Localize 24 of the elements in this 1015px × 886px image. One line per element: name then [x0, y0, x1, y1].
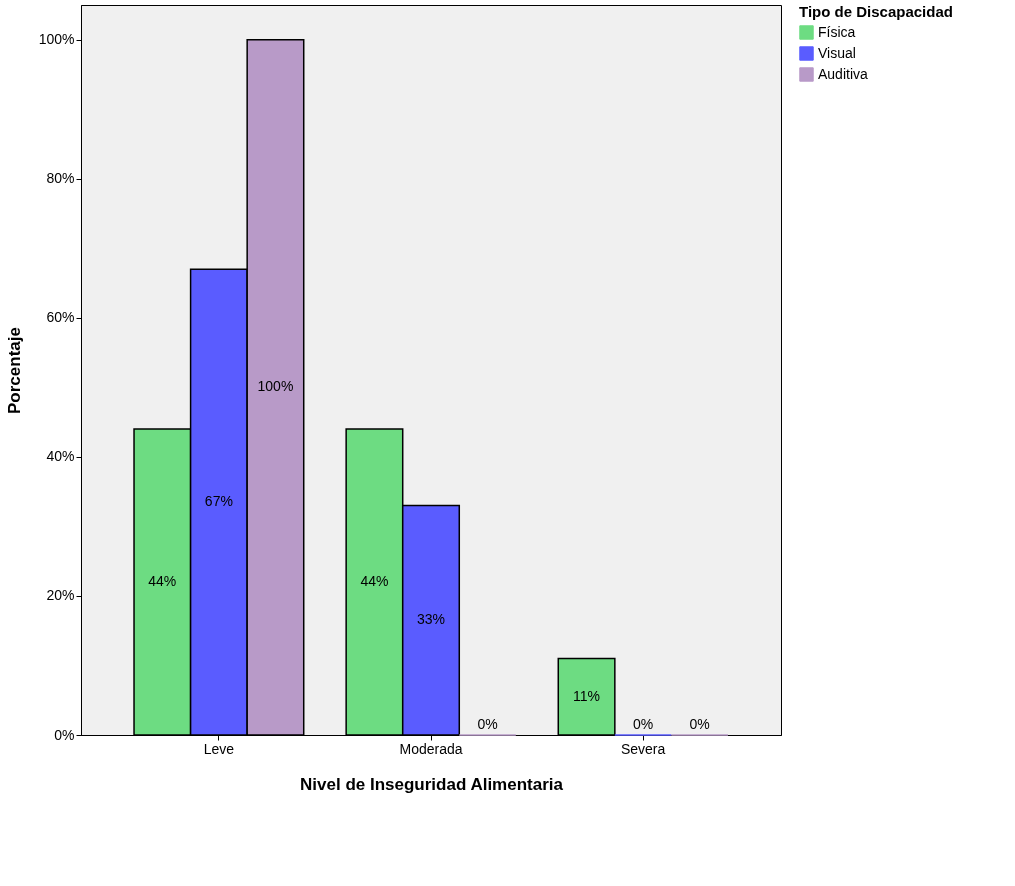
legend-label: Auditiva — [818, 65, 869, 82]
y-axis-title: Porcentaje — [4, 327, 24, 414]
x-tick-label: Leve — [203, 740, 235, 757]
data-label: 44% — [148, 573, 177, 590]
y-tick-label: 60% — [46, 309, 75, 326]
x-tick-label: Severa — [620, 740, 666, 757]
data-label: 0% — [477, 716, 498, 732]
data-label: 0% — [689, 716, 710, 732]
y-tick-label: 40% — [46, 448, 75, 465]
y-tick-label: 20% — [46, 587, 75, 604]
data-label: 100% — [257, 378, 294, 395]
legend-label: Visual — [818, 44, 856, 61]
legend-title: Tipo de Discapacidad — [799, 3, 953, 20]
data-label: 44% — [360, 573, 389, 590]
data-label: 0% — [633, 716, 654, 732]
y-tick-label: 100% — [38, 31, 75, 48]
legend-label: Física — [818, 23, 856, 40]
y-tick-label: 80% — [46, 170, 75, 187]
data-label: 33% — [416, 611, 446, 628]
y-tick-label: 0% — [54, 726, 75, 743]
x-axis-title: Nivel de Inseguridad Alimentaria — [300, 774, 564, 794]
data-label: 67% — [204, 493, 233, 510]
data-label: 11% — [573, 687, 601, 704]
x-tick-label: Moderada — [399, 740, 463, 757]
